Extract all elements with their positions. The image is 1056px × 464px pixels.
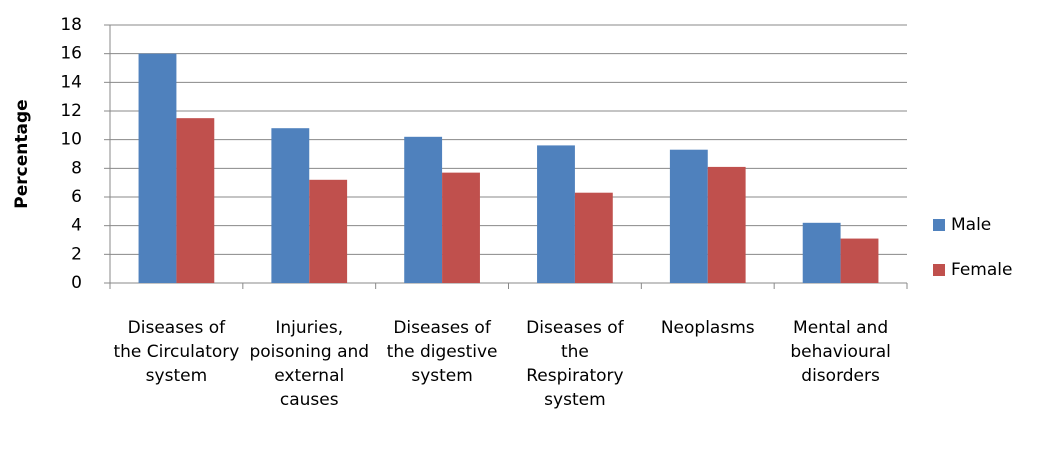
y-tick-label: 0 bbox=[71, 273, 82, 293]
x-tick-label: Neoplasms bbox=[661, 318, 755, 338]
x-tick-label: Diseases of the Circulatory system bbox=[113, 318, 239, 386]
x-tick-label: Diseases of the digestive system bbox=[387, 318, 498, 386]
bar bbox=[537, 145, 575, 283]
y-tick-label: 18 bbox=[60, 15, 82, 35]
bar bbox=[404, 136, 443, 283]
x-tick-label: Diseases of the Respiratory system bbox=[526, 318, 625, 410]
x-tick-label: Mental and behavioural disorders bbox=[790, 318, 891, 386]
legend-label: Female bbox=[951, 260, 1012, 280]
y-tick-label: 6 bbox=[71, 187, 82, 207]
bar bbox=[442, 172, 480, 283]
x-tick-label: Injuries, poisoning and external causes bbox=[249, 318, 369, 410]
legend-swatch bbox=[933, 264, 945, 276]
bar bbox=[669, 149, 708, 283]
y-tick-label: 16 bbox=[60, 44, 82, 64]
bar bbox=[138, 53, 177, 283]
bar bbox=[707, 166, 746, 283]
y-axis-label: Percentage bbox=[12, 99, 32, 208]
y-tick-label: 8 bbox=[71, 158, 82, 178]
legend-swatch bbox=[933, 219, 945, 231]
y-tick-label: 12 bbox=[60, 101, 82, 121]
y-tick-label: 14 bbox=[60, 72, 82, 92]
bar bbox=[574, 192, 613, 283]
y-tick-label: 10 bbox=[60, 130, 82, 150]
y-tick-label: 4 bbox=[71, 216, 82, 236]
bar bbox=[176, 118, 215, 284]
bar bbox=[840, 238, 879, 283]
y-tick-label: 2 bbox=[71, 244, 82, 264]
bar bbox=[309, 179, 348, 283]
bar bbox=[271, 128, 310, 283]
legend-label: Male bbox=[951, 215, 991, 235]
bar bbox=[802, 222, 841, 283]
